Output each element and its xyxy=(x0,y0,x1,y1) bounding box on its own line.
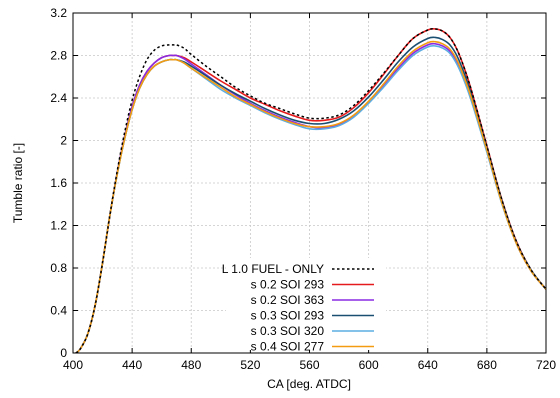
y-tick-label: 2.8 xyxy=(50,49,67,63)
x-tick-label: 480 xyxy=(181,358,201,372)
y-tick-label: 1.2 xyxy=(50,219,67,233)
legend-label: s 0.4 SOI 277 xyxy=(251,340,325,354)
y-tick-label: 0.8 xyxy=(50,261,67,275)
x-tick-label: 400 xyxy=(63,358,83,372)
x-tick-label: 440 xyxy=(122,358,142,372)
legend-label: s 0.3 SOI 320 xyxy=(251,324,325,338)
y-tick-label: 2.4 xyxy=(50,91,67,105)
x-tick-label: 520 xyxy=(240,358,260,372)
x-axis-label: CA [deg. ATDC] xyxy=(267,377,351,391)
x-tick-label: 720 xyxy=(536,358,556,372)
legend-label: s 0.2 SOI 293 xyxy=(251,278,325,292)
legend-label: s 0.3 SOI 293 xyxy=(251,309,325,323)
y-tick-label: 0 xyxy=(60,346,67,360)
x-tick-label: 560 xyxy=(299,358,319,372)
x-tick-label: 640 xyxy=(418,358,438,372)
legend-label: s 0.2 SOI 363 xyxy=(251,293,325,307)
y-tick-label: 1.6 xyxy=(50,176,67,190)
y-tick-label: 2 xyxy=(60,134,67,148)
y-tick-label: 0.4 xyxy=(50,304,67,318)
x-tick-label: 680 xyxy=(477,358,497,372)
legend-label: L 1.0 FUEL - ONLY xyxy=(222,262,324,276)
y-axis-label: Tumble ratio [-] xyxy=(11,143,25,223)
x-tick-label: 600 xyxy=(359,358,379,372)
y-tick-label: 3.2 xyxy=(50,6,67,20)
